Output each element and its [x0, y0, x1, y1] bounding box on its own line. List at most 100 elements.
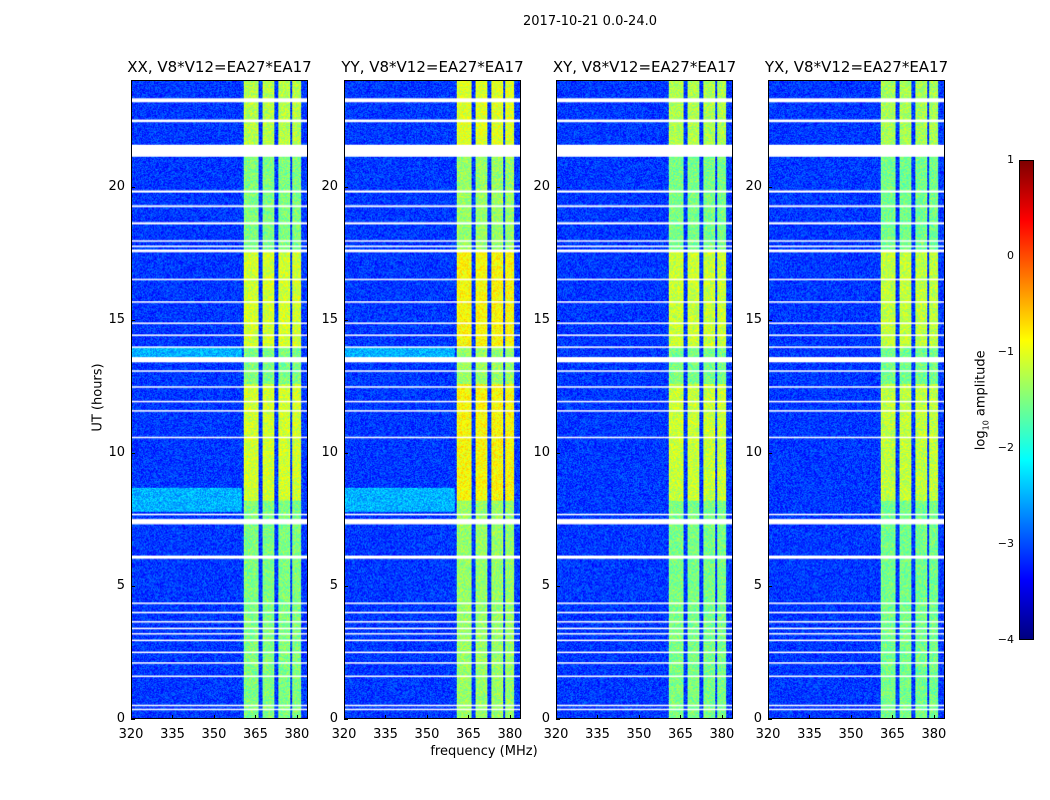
x-tick-label: 380: [709, 727, 735, 742]
y-tick-label: 0: [541, 711, 550, 726]
x-tick: [721, 715, 723, 719]
y-tick-label: 5: [329, 577, 338, 593]
y-tick-label: 20: [321, 178, 338, 194]
x-axis-label: frequency (MHz): [430, 744, 538, 759]
x-tick-label: 320: [755, 727, 781, 742]
y-tick: [768, 319, 772, 321]
x-tick: [468, 715, 470, 719]
y-tick-label: 20: [745, 178, 762, 194]
waterfall-panel-3: XY, V8*V12=EA27*EA17 320 335 350 365 380 0 5 10 1…: [533, 58, 736, 742]
figure-title: 2017-10-21 0.0-24.0: [523, 14, 657, 29]
x-tick: [213, 715, 215, 719]
x-tick-label: 335: [585, 727, 610, 742]
y-tick: [768, 452, 772, 454]
y-tick-label: 5: [753, 577, 762, 593]
y-tick-label: 10: [108, 444, 125, 460]
x-tick: [296, 715, 298, 719]
colorbar-tick-label: 0: [1007, 249, 1014, 262]
y-tick-label: 20: [108, 178, 125, 194]
y-tick-label: 0: [329, 711, 338, 726]
y-tick-label: 20: [533, 178, 550, 194]
heatmap-image: [556, 80, 733, 719]
y-tick: [556, 186, 560, 188]
y-tick: [344, 319, 348, 321]
x-tick: [850, 715, 852, 719]
colorbar-tick-label: −2: [997, 441, 1014, 454]
y-tick: [556, 719, 560, 720]
x-tick: [680, 715, 682, 719]
y-tick: [344, 719, 348, 720]
y-tick: [556, 585, 560, 587]
x-tick: [385, 715, 387, 719]
x-tick-label: 380: [921, 727, 947, 742]
x-tick: [131, 715, 132, 719]
y-tick-label: 5: [541, 577, 550, 593]
panel-title: XX, V8*V12=EA27*EA17: [127, 58, 312, 76]
y-tick-label: 0: [116, 711, 125, 726]
x-tick-label: 365: [243, 727, 268, 742]
x-tick-label: 350: [414, 727, 440, 742]
y-tick-label: 15: [108, 311, 125, 327]
x-tick-label: 365: [456, 727, 481, 742]
x-tick-label: 380: [284, 727, 310, 742]
colorbar-tick-label: −3: [997, 537, 1014, 550]
x-tick-label: 365: [668, 727, 693, 742]
x-tick-label: 350: [201, 727, 227, 742]
y-axis-label: UT (hours): [90, 363, 106, 432]
y-tick: [556, 319, 560, 321]
colorbar-tick-label: −4: [997, 633, 1014, 646]
y-tick-label: 10: [533, 444, 550, 460]
x-tick: [933, 715, 935, 719]
y-tick-label: 10: [321, 444, 338, 460]
panel-title: YX, V8*V12=EA27*EA17: [764, 58, 949, 76]
heatmap-image: [344, 80, 521, 719]
x-tick: [344, 715, 345, 719]
colorbar: [1019, 160, 1034, 640]
y-tick: [556, 452, 560, 454]
y-tick: [344, 186, 348, 188]
x-tick: [426, 715, 428, 719]
heatmap-image: [131, 80, 308, 719]
y-tick: [131, 186, 135, 188]
waterfall-panel-1: XX, V8*V12=EA27*EA17 320 335 350 365 380 0 5 10 1…: [108, 58, 311, 742]
colorbar-tick-label: −1: [997, 345, 1014, 358]
x-tick: [509, 715, 511, 719]
y-tick-label: 5: [116, 577, 125, 593]
x-tick: [556, 715, 557, 719]
x-tick: [892, 715, 894, 719]
y-tick-label: 15: [745, 311, 762, 327]
x-tick-label: 320: [118, 727, 144, 742]
x-tick-label: 335: [797, 727, 822, 742]
heatmap-image: [768, 80, 945, 719]
x-tick-label: 380: [497, 727, 523, 742]
y-tick: [131, 319, 135, 321]
x-tick-label: 350: [626, 727, 652, 742]
panel-title: YY, V8*V12=EA27*EA17: [341, 58, 524, 76]
x-tick: [638, 715, 640, 719]
x-tick: [768, 715, 769, 719]
x-tick: [255, 715, 257, 719]
y-tick: [344, 585, 348, 587]
waterfall-panel-2: YY, V8*V12=EA27*EA17 320 335 350 365 380 0 5 10 1…: [321, 58, 523, 742]
y-tick: [131, 585, 135, 587]
y-tick-label: 15: [533, 311, 550, 327]
x-tick-label: 335: [160, 727, 185, 742]
y-tick-label: 10: [745, 444, 762, 460]
y-tick-label: 0: [753, 711, 762, 726]
y-tick: [131, 719, 135, 720]
y-tick-label: 15: [321, 311, 338, 327]
x-tick: [597, 715, 599, 719]
panel-title: XY, V8*V12=EA27*EA17: [552, 58, 737, 76]
y-tick: [131, 452, 135, 454]
x-tick-label: 320: [543, 727, 569, 742]
x-tick-label: 320: [331, 727, 357, 742]
y-tick: [768, 719, 772, 720]
y-tick: [344, 452, 348, 454]
x-tick: [809, 715, 811, 719]
y-tick: [768, 186, 772, 188]
colorbar-label: log10 amplitude: [973, 350, 991, 451]
y-tick: [768, 585, 772, 587]
x-tick-label: 350: [838, 727, 864, 742]
x-tick-label: 335: [373, 727, 398, 742]
